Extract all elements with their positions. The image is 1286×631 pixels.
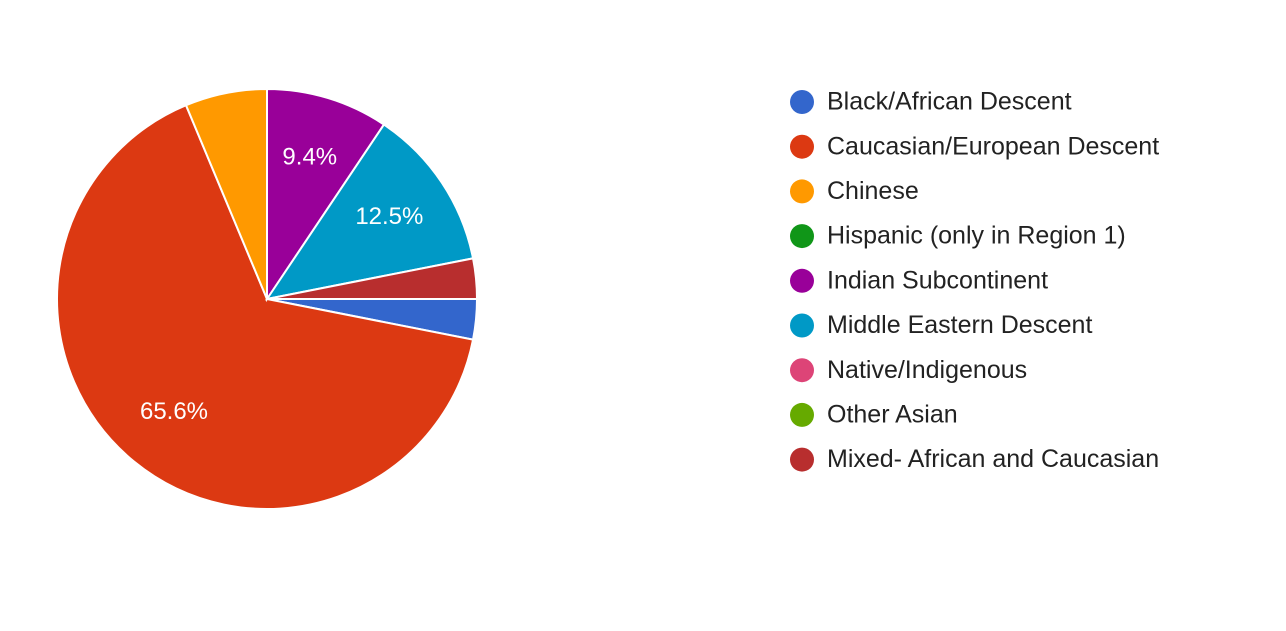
legend-marker [790,224,814,249]
legend-marker [790,179,814,204]
value-label: 65.6% [140,398,208,425]
pie-slice [264,123,475,301]
legend-label: Other Asian [827,401,958,429]
legend-label: Native/Indigenous [827,356,1027,384]
legend-marker [790,90,814,114]
legend-marker [790,268,814,293]
legend-marker [790,447,814,472]
pie-slice [266,87,386,303]
legend-marker [790,402,814,427]
legend-label: Mixed- African and Caucasian [827,445,1159,473]
legend-label: Black/African Descent [827,88,1072,116]
legend-marker [790,358,814,383]
pie-slice [266,257,479,300]
value-label: 9.4% [282,144,337,171]
legend-marker [790,134,814,159]
value-label: 12.5% [355,203,423,230]
legend-marker [790,313,814,338]
pie-slice [56,103,475,510]
legend-label: Chinese [827,177,919,205]
legend-label: Middle Eastern Descent [827,311,1092,339]
legend-label: Caucasian/European Descent [827,132,1159,160]
legend-label: Indian Subcontinent [827,266,1048,294]
legend-label: Hispanic (only in Region 1) [827,222,1126,250]
